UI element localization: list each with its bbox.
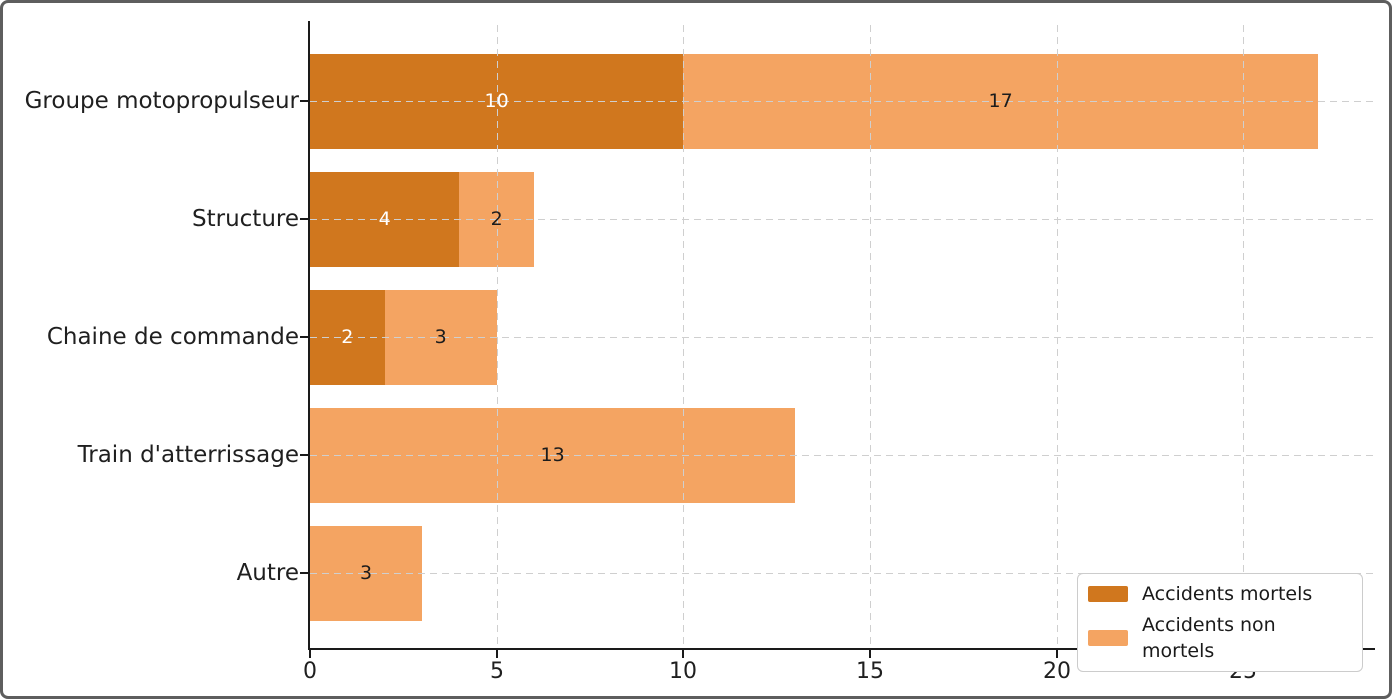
x-axis-tick-label: 0	[303, 659, 317, 684]
x-tick-mark	[1056, 650, 1058, 658]
x-axis-tick-label: 10	[669, 659, 697, 684]
bar-value-label: 4	[378, 208, 391, 230]
y-axis-spine	[308, 21, 310, 650]
y-tick-mark	[300, 218, 309, 220]
legend-label-accidents-non-mortels: Accidents non mortels	[1142, 614, 1276, 662]
x-tick-mark	[869, 650, 871, 658]
bar-value-label: 13	[540, 444, 565, 466]
bar-value-label: 3	[434, 326, 447, 348]
x-axis-spine	[308, 648, 1375, 650]
y-tick-mark	[300, 572, 309, 574]
y-gridline	[310, 337, 1375, 338]
y-axis-label: Autre	[236, 560, 299, 586]
y-tick-mark	[300, 336, 309, 338]
x-tick-mark	[496, 650, 498, 658]
y-axis-label: Chaine de commande	[46, 324, 299, 350]
legend-label-accidents-mortels: Accidents mortels	[1142, 583, 1313, 605]
bar-value-label: 2	[490, 208, 503, 230]
y-tick-mark	[300, 100, 309, 102]
y-gridline	[310, 219, 1375, 220]
y-tick-mark	[300, 454, 309, 456]
legend-swatch-accidents-non-mortels	[1088, 630, 1128, 646]
x-axis-tick-label: 15	[856, 659, 884, 684]
x-axis-tick-label: 5	[490, 659, 504, 684]
x-tick-mark	[309, 650, 311, 658]
legend-item-accidents-non-mortels: Accidents non mortels	[1088, 612, 1352, 664]
y-gridline	[310, 573, 1375, 574]
y-gridline	[310, 101, 1375, 102]
bar-value-label: 3	[359, 562, 373, 584]
legend: Accidents mortels Accidents non mortels	[1077, 573, 1363, 672]
y-axis-label: Train d'atterrissage	[77, 442, 299, 468]
legend-swatch-accidents-mortels	[1088, 586, 1128, 602]
y-axis-label: Groupe motopropulseur	[24, 88, 299, 114]
y-gridline	[310, 455, 1375, 456]
x-axis-tick-label: 20	[1043, 659, 1071, 684]
legend-item-accidents-mortels: Accidents mortels	[1088, 581, 1352, 607]
bar-value-label: 2	[341, 326, 354, 348]
y-axis-label: Structure	[192, 206, 299, 232]
bar-value-label: 10	[484, 90, 509, 112]
bar-value-label: 17	[988, 90, 1013, 112]
x-tick-mark	[682, 650, 684, 658]
